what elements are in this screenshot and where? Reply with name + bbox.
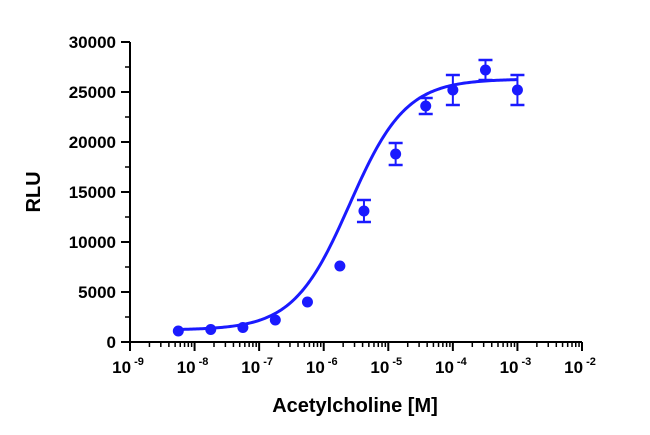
data-point [237, 322, 249, 333]
x-axis-ticks: 10 -9 10 -8 10 -7 10 -6 10 -5 10 -4 10 -3 10 -2 [112, 342, 596, 377]
y-axis-title: RLU [23, 171, 45, 212]
x-tick-label: 10 -7 [241, 356, 273, 377]
x-tick-label: 10 -4 [435, 356, 468, 377]
data-point [205, 324, 217, 335]
data-point [390, 148, 402, 160]
data-point [479, 64, 491, 76]
data-point [334, 260, 346, 272]
y-tick-label: 15000 [69, 183, 116, 202]
y-axis-ticks: 0 5000 10000 15000 20000 25000 30000 [69, 33, 130, 352]
x-tick-label: 10 -9 [112, 356, 144, 377]
x-tick-label: 10 -8 [177, 356, 209, 377]
x-tick-label: 10 -5 [370, 356, 402, 377]
y-tick-label: 20000 [69, 133, 116, 152]
x-tick-label: 10 -2 [564, 356, 596, 377]
data-point [511, 84, 523, 96]
data-point [358, 205, 370, 217]
error-bars [356, 58, 525, 224]
y-tick-label: 5000 [78, 283, 116, 302]
data-point [420, 100, 432, 112]
y-tick-label: 30000 [69, 33, 116, 52]
data-point [301, 296, 313, 308]
data-point [172, 325, 184, 337]
y-tick-label: 10000 [69, 233, 116, 252]
data-points [172, 64, 523, 337]
data-point [269, 314, 281, 326]
x-tick-label: 10 -3 [500, 356, 532, 377]
data-point [447, 84, 459, 96]
x-axis-title: Acetylcholine [M] [272, 395, 438, 417]
fit-curve [178, 78, 518, 331]
y-tick-label: 0 [107, 333, 116, 352]
x-tick-label: 10 -6 [306, 356, 338, 377]
y-tick-label: 25000 [69, 83, 116, 102]
